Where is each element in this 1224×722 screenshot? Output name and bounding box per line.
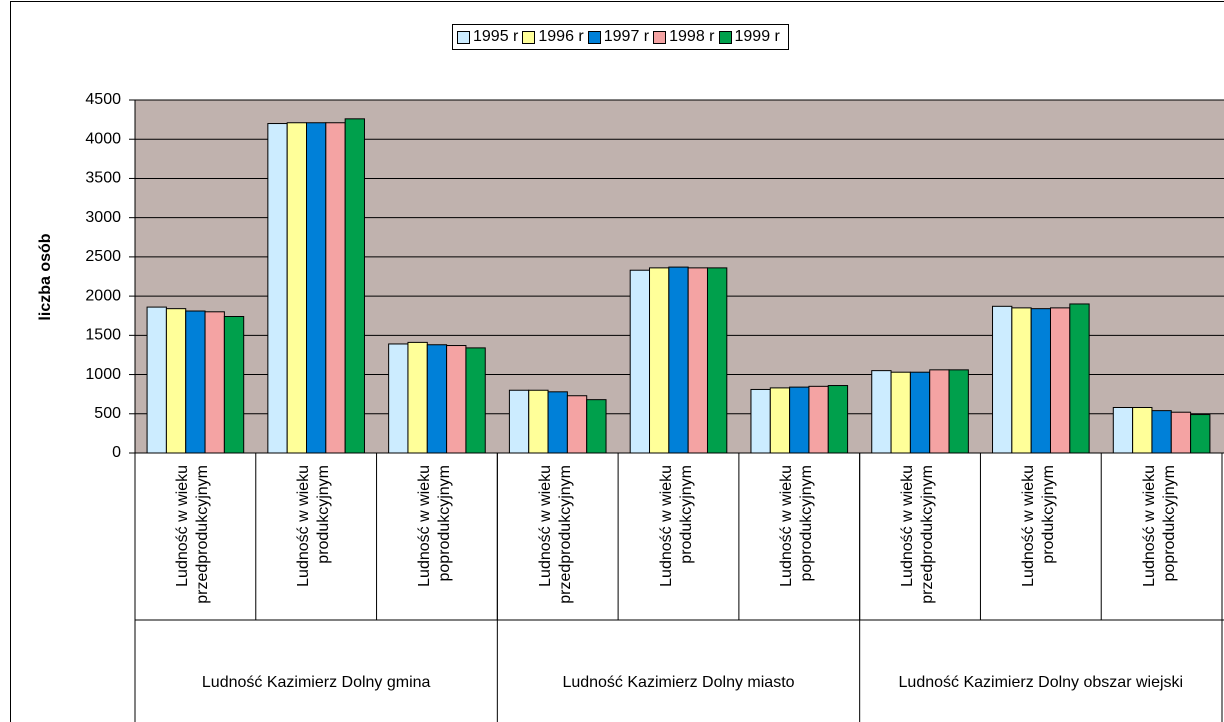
y-tick-label: 4500	[85, 91, 121, 108]
bar	[1011, 307, 1032, 454]
bar	[528, 389, 549, 454]
group-label: Ludność Kazimierz Dolny obszar wiejski	[898, 674, 1184, 691]
legend-item: 1995 r	[457, 28, 518, 46]
legend-label: 1995 r	[473, 28, 519, 45]
bar	[1190, 414, 1211, 454]
bar	[827, 385, 849, 454]
y-tick-label: 4000	[85, 130, 121, 147]
bar	[185, 310, 206, 454]
bar	[204, 311, 225, 454]
y-tick-label: 0	[112, 444, 121, 461]
bar	[267, 123, 288, 454]
legend-item: 1998 r	[653, 28, 715, 46]
bar	[629, 269, 651, 454]
bar	[992, 305, 1013, 454]
y-tick-label: 2500	[85, 248, 121, 265]
legend-swatch	[587, 30, 601, 44]
y-tick-label: 1000	[85, 366, 121, 383]
y-tick-label: 1500	[85, 327, 121, 344]
bar	[426, 344, 448, 454]
group-label: Ludność Kazimierz Dolny gmina	[201, 674, 431, 691]
legend-label: 1998 r	[669, 28, 715, 45]
y-tick-label: 3500	[85, 170, 121, 187]
x-tick-label: Ludność w wieku przedprodukcyjnym	[536, 465, 574, 604]
bar	[223, 316, 245, 454]
bar	[465, 347, 486, 454]
legend-swatch	[522, 30, 536, 44]
bar	[769, 387, 791, 454]
bar	[586, 399, 607, 454]
legend-item: 1996 r	[522, 28, 584, 46]
x-tick-label: Ludność w wieku poprodukcyjnym	[415, 465, 453, 587]
legend-label: 1999 r	[734, 28, 780, 45]
bar	[687, 267, 708, 454]
bar	[1030, 308, 1051, 454]
bar	[508, 389, 530, 454]
y-tick-label: 500	[94, 405, 121, 422]
bar	[325, 122, 346, 454]
x-tick-label: Ludność w wieku przedprodukcyjnym	[174, 465, 212, 604]
bar	[649, 267, 670, 454]
chart-frame	[10, 1, 1224, 722]
bar	[1069, 303, 1090, 454]
y-axis-label: liczba osób	[37, 233, 54, 320]
bar	[286, 122, 308, 454]
bar	[871, 370, 892, 454]
legend-item: 1997 r	[587, 28, 650, 46]
x-tick-label: Ludność w wieku produkcyjnym	[657, 465, 695, 587]
bar	[146, 306, 167, 454]
legend-swatch	[653, 30, 667, 44]
x-tick-label: Ludność w wieku produkcyjnym	[295, 465, 333, 587]
legend-label: 1996 r	[538, 28, 584, 45]
group-label: Ludność Kazimierz Dolny miasto	[562, 674, 795, 691]
x-tick-label: Ludność w wieku produkcyjnym	[1019, 465, 1057, 587]
bar	[929, 369, 950, 454]
bar	[808, 385, 829, 454]
x-tick-label: Ludność w wieku przedprodukcyjnym	[899, 465, 937, 604]
bar	[1049, 307, 1071, 454]
bar	[1132, 407, 1153, 454]
legend: 1995 r 1996 r 1997 r 1998 r 1999 r	[452, 24, 789, 50]
bar	[909, 371, 931, 454]
bar	[948, 369, 969, 454]
legend-label: 1997 r	[603, 28, 650, 45]
bar	[668, 266, 689, 454]
bar	[407, 341, 428, 454]
x-tick-label: Ludność w wieku poprodukcyjnym	[1140, 465, 1178, 587]
legend-swatch	[718, 30, 732, 44]
bar	[706, 267, 728, 454]
bar	[1170, 411, 1192, 454]
bar	[566, 395, 588, 454]
bar	[890, 371, 911, 454]
bar	[750, 388, 771, 454]
bar	[789, 386, 810, 454]
bar	[306, 122, 327, 454]
bar	[547, 391, 568, 454]
bar	[165, 308, 187, 454]
bar	[1112, 407, 1134, 454]
x-tick-label: Ludność w wieku poprodukcyjnym	[778, 465, 816, 587]
legend-swatch	[457, 30, 470, 44]
legend-item: 1999 r	[718, 28, 780, 46]
bar	[1151, 410, 1172, 454]
y-tick-label: 3000	[85, 209, 121, 226]
y-tick-label: 2000	[85, 287, 121, 304]
bar	[446, 345, 467, 454]
bar	[388, 343, 409, 454]
bar	[344, 118, 365, 454]
